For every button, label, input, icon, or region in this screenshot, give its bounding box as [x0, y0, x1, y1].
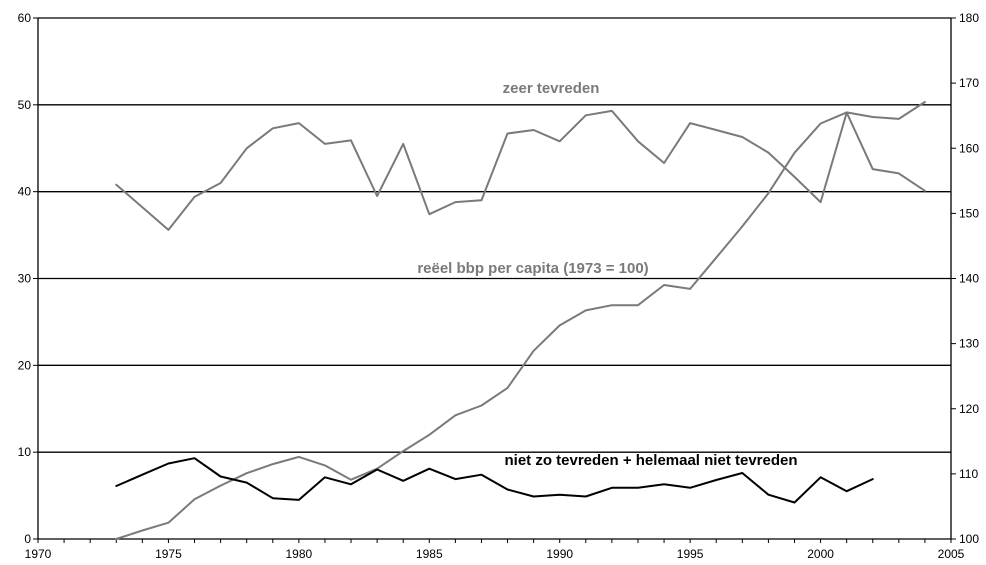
x-tick-label: 1980 — [286, 547, 313, 561]
x-tick-label: 1990 — [546, 547, 573, 561]
y-right-tick-label: 110 — [959, 467, 978, 481]
x-tick-label: 2005 — [938, 547, 965, 561]
y-right-tick-label: 160 — [959, 141, 979, 155]
y-left-tick-label: 20 — [18, 358, 32, 372]
x-tick-label: 2000 — [807, 547, 834, 561]
series-line-bbp-per-capita — [115, 101, 926, 540]
y-right-tick-label: 180 — [959, 11, 979, 25]
series-labels: zeer tevreden reëel bbp per capita (1973… — [417, 80, 797, 469]
y-left-tick-label: 40 — [18, 185, 32, 199]
axes: 0 10 20 30 40 50 60 100 110 120 130 140 150 160 170 180… — [18, 11, 980, 561]
series-label-niet-tevreden: niet zo tevreden + helemaal niet tevrede… — [504, 452, 797, 469]
x-tick-label: 1970 — [25, 547, 52, 561]
y-right-tick-label: 130 — [959, 337, 979, 351]
y-left-tick-label: 0 — [24, 532, 31, 546]
y-right-tick-label: 120 — [959, 402, 979, 416]
series-line-niet-tevreden — [115, 457, 874, 504]
series-lines — [115, 101, 926, 540]
series-line-zeer-tevreden — [115, 109, 926, 231]
y-left-tick-label: 50 — [18, 98, 32, 112]
x-tick-label: 1975 — [155, 547, 182, 561]
y-right-tick-label: 170 — [959, 76, 979, 90]
y-right-tick-label: 100 — [959, 532, 979, 546]
y-left-tick-label: 30 — [18, 272, 32, 286]
y-right-tick-label: 140 — [959, 272, 979, 286]
series-label-bbp: reëel bbp per capita (1973 = 100) — [417, 260, 648, 277]
x-tick-label: 1985 — [416, 547, 443, 561]
series-label-zeer-tevreden: zeer tevreden — [503, 80, 600, 97]
y-left-tick-label: 10 — [18, 445, 32, 459]
x-tick-label: 1995 — [677, 547, 704, 561]
y-right-tick-label: 150 — [959, 206, 979, 220]
y-left-tick-label: 60 — [18, 11, 32, 25]
gridlines — [38, 17, 951, 453]
